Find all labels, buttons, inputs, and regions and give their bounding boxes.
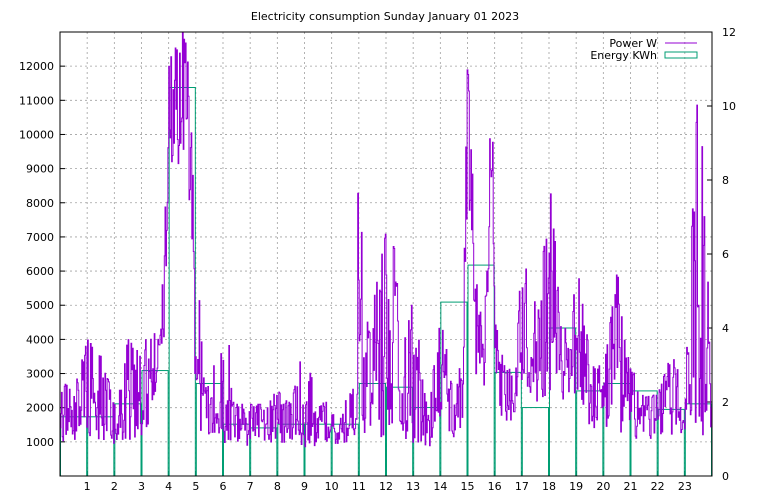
y2-tick-label: 6 [722, 248, 729, 261]
x-tick-label: 18 [542, 480, 556, 493]
energy-series [60, 87, 712, 477]
x-tick-label: 1 [84, 480, 91, 493]
x-tick-label: 7 [247, 480, 254, 493]
plot-frame [59, 31, 713, 477]
x-tick-label: 16 [488, 480, 502, 493]
legend: Power W Energy KWh [590, 37, 698, 62]
y-tick-label: 5000 [26, 299, 54, 312]
x-tick-label: 19 [569, 480, 583, 493]
x-tick-label: 20 [596, 480, 610, 493]
x-tick-label: 15 [461, 480, 475, 493]
legend-swatch-energy [664, 51, 698, 59]
y2-tick-label: 10 [722, 100, 736, 113]
y2-tick-label: 12 [722, 26, 736, 39]
x-tick-label: 3 [138, 480, 145, 493]
x-tick-label: 12 [379, 480, 393, 493]
x-tick-label: 5 [192, 480, 199, 493]
y2-tick-label: 0 [722, 470, 729, 483]
x-tick-label: 13 [406, 480, 420, 493]
tick-labels: 1 2 3 4 5 6 7 8 9 10 11 12 13 14 15 16 17 18 19 20 21 22 23100… [19, 26, 736, 493]
y-tick-label: 6000 [26, 265, 54, 278]
x-tick-label: 17 [515, 480, 529, 493]
energy-bar [87, 416, 115, 477]
y-tick-label: 9000 [26, 163, 54, 176]
x-tick-label: 4 [165, 480, 172, 493]
y2-tick-label: 8 [722, 174, 729, 187]
y-tick-label: 7000 [26, 231, 54, 244]
y-tick-label: 2000 [26, 402, 54, 415]
x-tick-label: 23 [678, 480, 692, 493]
x-tick-label: 9 [301, 480, 308, 493]
power-series [60, 31, 713, 448]
x-tick-label: 2 [111, 480, 118, 493]
y-tick-label: 3000 [26, 368, 54, 381]
x-tick-label: 21 [624, 480, 638, 493]
x-tick-label: 14 [433, 480, 447, 493]
x-tick-label: 10 [325, 480, 339, 493]
energy-bar [467, 264, 495, 477]
y-tick-label: 8000 [26, 197, 54, 210]
power-trace [60, 31, 713, 448]
y2-tick-label: 4 [722, 322, 729, 335]
y-tick-label: 12000 [19, 60, 54, 73]
y-tick-label: 10000 [19, 128, 54, 141]
legend-label-energy: Energy KWh [590, 49, 657, 62]
chart-title: Electricity consumption Sunday January 0… [251, 10, 519, 23]
energy-bar [684, 403, 712, 477]
x-tick-label: 11 [352, 480, 366, 493]
x-tick-label: 8 [274, 480, 281, 493]
x-tick-label: 6 [220, 480, 227, 493]
y2-tick-label: 2 [722, 396, 729, 409]
y-tick-label: 4000 [26, 333, 54, 346]
y-tick-label: 1000 [26, 436, 54, 449]
x-tick-label: 22 [651, 480, 665, 493]
legend-label-power: Power W [609, 37, 657, 50]
energy-bar [223, 423, 251, 477]
y-tick-label: 11000 [19, 94, 54, 107]
